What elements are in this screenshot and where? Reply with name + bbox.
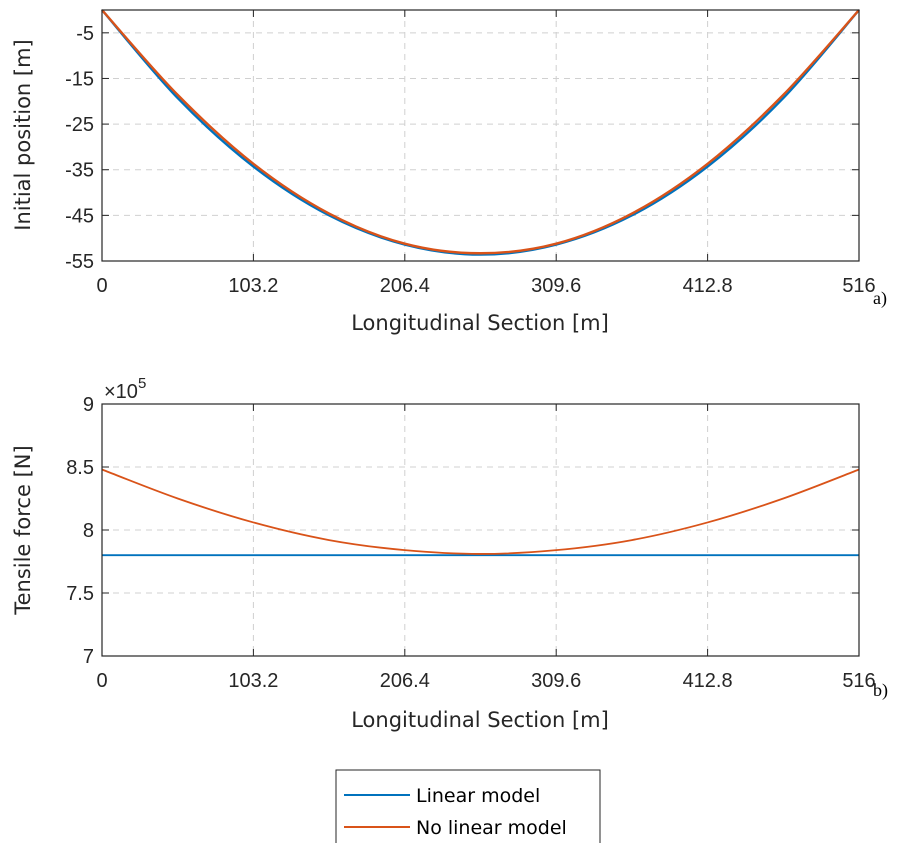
legend: Linear model No linear model — [335, 769, 601, 843]
legend-label-linear: Linear model — [416, 785, 540, 807]
panel-a-grid — [102, 10, 859, 261]
panel-b-ytick-label: 7.5 — [66, 583, 94, 605]
panel-a-chart: 0 103.2 206.4 309.6 412.8 516 -5 -15 -25 -35 -45 -5… — [11, 9, 887, 335]
panel-a-ytick-label: -15 — [65, 68, 94, 90]
panel-b-ytick-label: 9 — [83, 394, 94, 416]
panel-b-xtick-label: 206.4 — [380, 670, 430, 692]
panel-b-xtick-label: 309.6 — [531, 670, 581, 692]
panel-b-ticks: 0 103.2 206.4 309.6 412.8 516 7 7.5 8 8.5 9 — [66, 394, 876, 692]
legend-box — [335, 769, 601, 843]
panel-a-tag: a) — [873, 288, 887, 309]
panel-b-exponent-power: 5 — [138, 375, 146, 392]
panel-a-ytick-label: -45 — [65, 205, 94, 227]
panel-a-series — [101, 9, 860, 256]
panel-a-ytick-label: -5 — [76, 23, 94, 45]
panel-a-ylabel: Initial position [m] — [11, 39, 35, 230]
panel-b-ytick-label: 8 — [83, 520, 94, 542]
panel-a-axes-frame — [101, 9, 860, 262]
panel-b-tag: b) — [873, 680, 888, 701]
panel-a-xtick-label: 309.6 — [531, 275, 581, 297]
panel-b-ytick-label: 7 — [83, 646, 94, 668]
panel-b-exponent: ×105 — [104, 375, 146, 403]
panel-b-series — [101, 468, 860, 557]
panel-a-ytick-label: -35 — [65, 160, 94, 182]
panel-a-ticks: 0 103.2 206.4 309.6 412.8 516 -5 -15 -25 -35 -45 -5… — [65, 10, 876, 297]
panel-b-series-nonlinear-line — [101, 468, 860, 555]
panel-a-series-linear-line — [101, 9, 860, 256]
panel-b-xtick-label: 412.8 — [683, 670, 733, 692]
panel-b-ylabel: Tensile force [N] — [11, 445, 35, 615]
panel-b-xtick-label: 516 — [842, 670, 875, 692]
panel-a-xtick-label: 103.2 — [228, 275, 278, 297]
panel-a-ytick-label: -25 — [65, 114, 94, 136]
panel-b-ytick-label: 8.5 — [66, 457, 94, 479]
panel-a-ytick-label: -55 — [65, 251, 94, 273]
panel-a-xtick-label: 516 — [842, 275, 875, 297]
panel-a-xlabel: Longitudinal Section [m] — [351, 311, 609, 335]
panel-a-xtick-label: 206.4 — [380, 275, 430, 297]
panel-a-xtick-label: 412.8 — [683, 275, 733, 297]
panel-b-exponent-base: ×10 — [104, 381, 138, 403]
panel-b-xtick-label: 103.2 — [228, 670, 278, 692]
panel-a-series-nonlinear-line — [101, 9, 860, 255]
panel-b-grid — [102, 404, 859, 656]
legend-label-nonlinear: No linear model — [416, 817, 567, 839]
panel-b-xtick-label: 0 — [96, 670, 107, 692]
panel-a-xtick-label: 0 — [96, 275, 107, 297]
panel-b-chart: 0 103.2 206.4 309.6 412.8 516 7 7.5 8 8.5 9 ×105 L… — [11, 375, 888, 732]
panel-b-xlabel: Longitudinal Section [m] — [351, 708, 609, 732]
